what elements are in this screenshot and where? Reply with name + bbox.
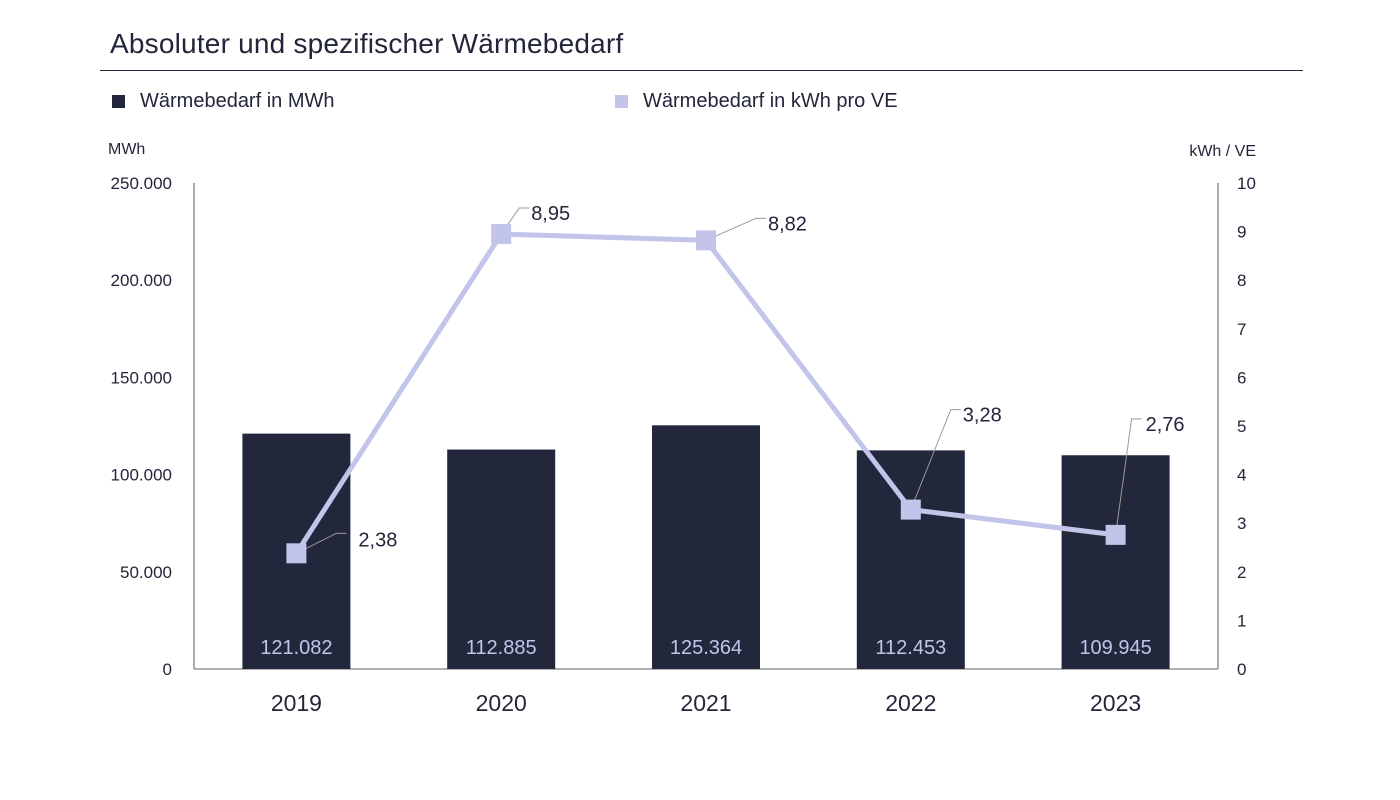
left-axis-tick-label: 200.000 <box>111 271 172 290</box>
line-marker-2023 <box>1105 524 1126 545</box>
bar-value-label: 109.945 <box>1079 637 1151 659</box>
line-value-label: 2,38 <box>358 529 397 551</box>
right-axis-tick-label: 6 <box>1237 368 1246 387</box>
left-axis-tick-label: 250.000 <box>111 174 172 193</box>
right-axis-tick-label: 0 <box>1237 660 1246 679</box>
left-axis-tick-label: 0 <box>163 660 172 679</box>
data-label-leader <box>705 217 766 241</box>
line-marker-2019 <box>286 543 307 564</box>
right-axis-tick-label: 5 <box>1237 417 1246 436</box>
line-marker-2020 <box>491 224 512 245</box>
x-axis-tick-label: 2023 <box>1090 690 1141 716</box>
bar-2023 <box>1061 455 1170 669</box>
legend-swatch-line <box>615 95 628 108</box>
legend-label-line: Wärmebedarf in kWh pro VE <box>643 90 898 112</box>
bar-value-label: 125.364 <box>670 637 742 659</box>
data-label-leader <box>296 532 347 554</box>
bar-value-label: 121.082 <box>260 637 332 659</box>
right-axis-tick-label: 9 <box>1237 223 1246 242</box>
x-axis-tick-label: 2021 <box>680 690 731 716</box>
title-divider <box>100 70 1303 71</box>
line-value-label: 8,95 <box>531 203 570 225</box>
right-axis-tick-label: 7 <box>1237 320 1246 339</box>
left-axis-unit: MWh <box>108 141 145 158</box>
bar-value-label: 112.453 <box>875 637 946 659</box>
legend-item-bars: Wärmebedarf in MWh <box>112 90 335 113</box>
data-label-leader <box>1115 418 1142 535</box>
right-axis-tick-label: 3 <box>1237 514 1246 533</box>
line-marker-2021 <box>696 230 716 251</box>
legend-swatch-bars <box>112 95 125 108</box>
bar-value-label: 112.885 <box>466 637 537 659</box>
legend-label-bars: Wärmebedarf in MWh <box>140 90 335 112</box>
bar-2020 <box>447 449 556 669</box>
line-value-label: 2,76 <box>1146 414 1185 436</box>
chart-title: Absoluter und spezifischer Wärmebedarf <box>110 28 624 59</box>
right-axis-tick-label: 8 <box>1237 271 1246 290</box>
legend-item-line: Wärmebedarf in kWh pro VE <box>615 90 898 113</box>
left-axis-tick-label: 100.000 <box>111 466 172 485</box>
x-axis-tick-label: 2022 <box>885 690 936 716</box>
line-value-label: 3,28 <box>963 405 1002 427</box>
right-axis-tick-label: 1 <box>1237 611 1246 630</box>
data-label-leader <box>910 409 961 510</box>
line-value-label: 8,82 <box>768 213 807 235</box>
right-axis-unit: kWh / VE <box>1189 143 1256 160</box>
left-axis-tick-label: 150.000 <box>111 368 172 387</box>
bar-2022 <box>856 450 965 669</box>
bar-2021 <box>652 425 760 669</box>
x-axis-tick-label: 2019 <box>271 690 322 716</box>
right-axis-tick-label: 4 <box>1237 466 1246 485</box>
line-marker-2022 <box>900 499 921 520</box>
right-axis-tick-label: 2 <box>1237 563 1246 582</box>
x-axis-tick-label: 2020 <box>476 690 527 716</box>
left-axis-tick-label: 50.000 <box>120 563 172 582</box>
right-axis-tick-label: 10 <box>1237 174 1256 193</box>
